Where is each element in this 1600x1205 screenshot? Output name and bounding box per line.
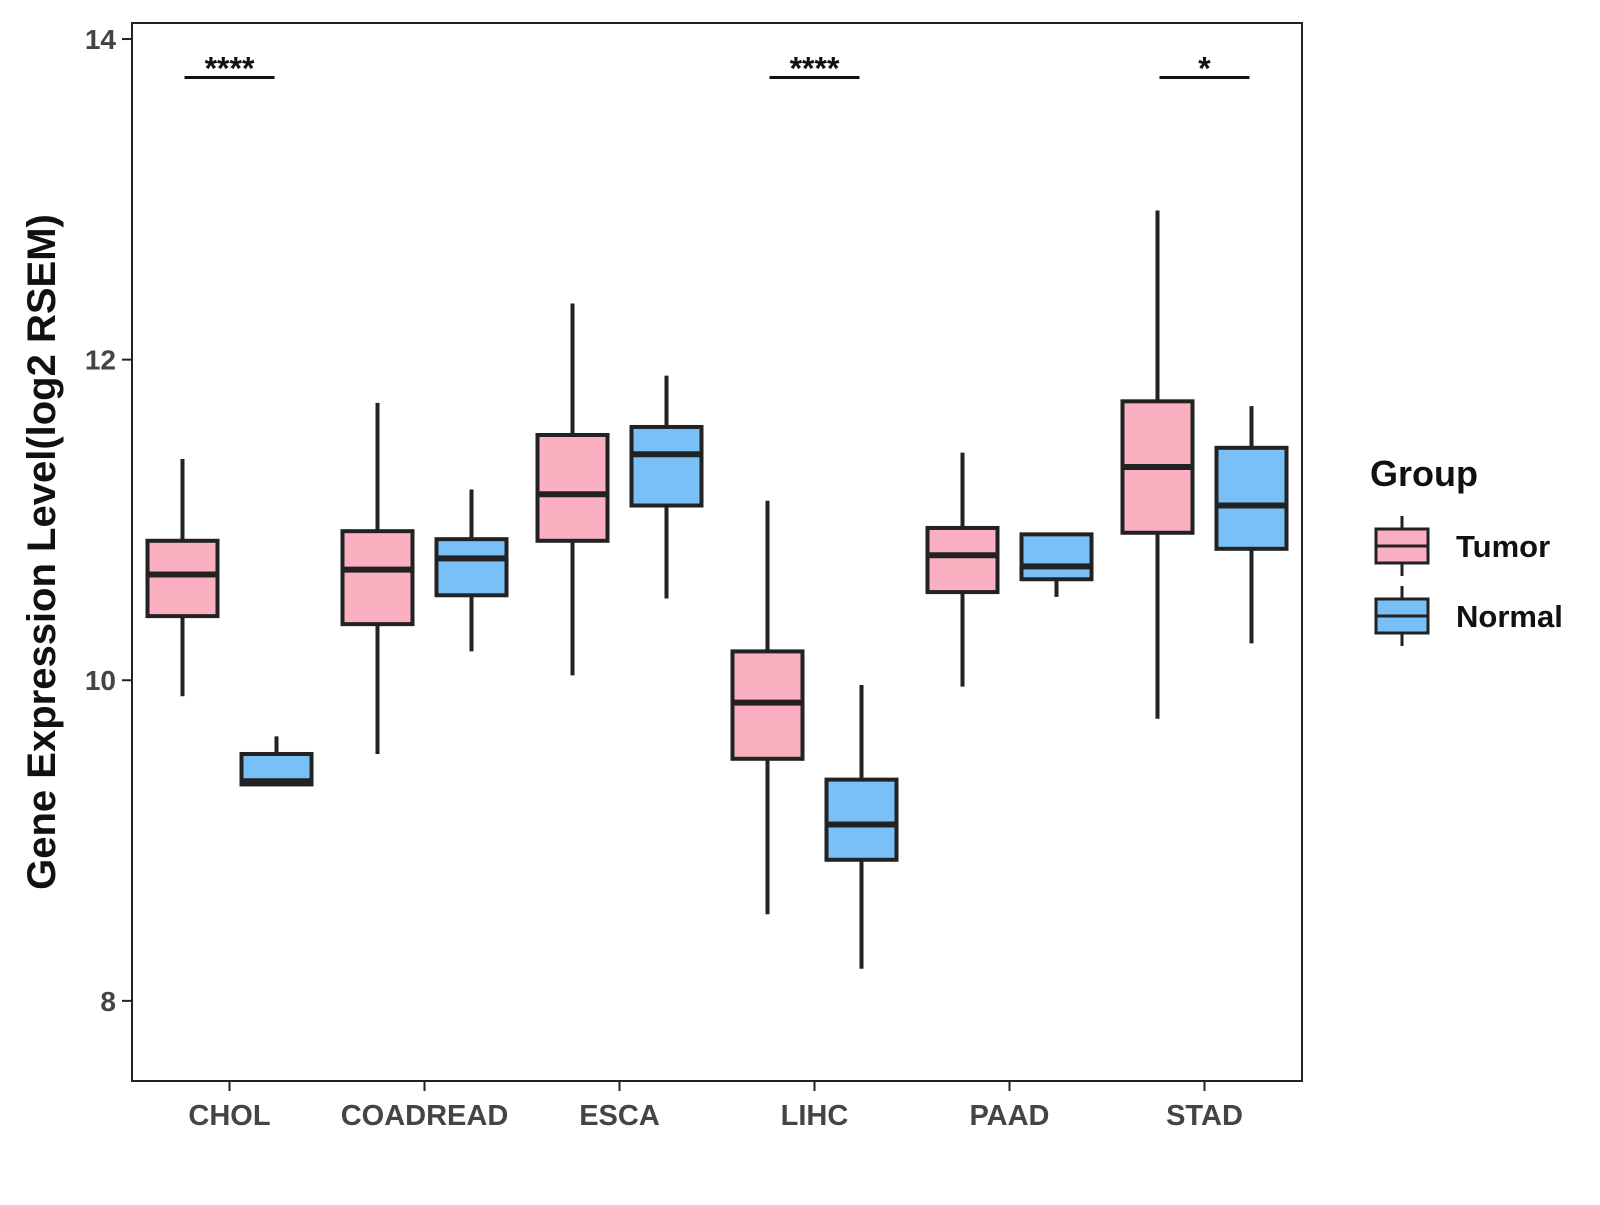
x-axis: CHOL COADREAD ESCA LIHC PAAD STAD (188, 1081, 1243, 1132)
box-series-group (145, 210, 1289, 969)
box-iqr (434, 537, 509, 598)
y-tick-label: 14 (85, 24, 117, 55)
y-tick-label: 8 (100, 986, 116, 1017)
box-iqr (535, 432, 610, 543)
box-normal-chol (239, 736, 314, 787)
legend-item-tumor: Tumor (1374, 516, 1550, 576)
significance-label: * (1198, 51, 1211, 87)
plot-panel (131, 22, 1303, 1082)
box-tumor-paad (925, 452, 1000, 687)
box-tumor-chol (145, 459, 220, 697)
x-tick-label: ESCA (579, 1100, 660, 1132)
x-tick-label: STAD (1166, 1100, 1243, 1132)
x-tick-label: CHOL (188, 1100, 270, 1132)
y-tick-label: 12 (85, 345, 116, 376)
box-iqr (925, 525, 1000, 595)
box-normal-stad (1214, 406, 1289, 644)
legend-items: Tumor Normal (1374, 516, 1563, 646)
box-tumor-coadread (340, 402, 415, 754)
box-iqr (145, 538, 220, 619)
significance-label: **** (205, 51, 255, 87)
box-normal-coadread (434, 489, 509, 652)
box-tumor-stad (1120, 210, 1195, 719)
x-tick-label: PAAD (969, 1100, 1049, 1132)
box-tumor-lihc (730, 500, 805, 915)
box-iqr (824, 777, 899, 862)
significance-label: **** (790, 51, 840, 87)
box-iqr (629, 424, 704, 508)
y-axis-title: Gene Expression Level(log2 RSEM) (20, 214, 64, 890)
legend-item-normal: Normal (1374, 586, 1563, 646)
box-normal-paad (1019, 532, 1094, 597)
legend-label: Normal (1456, 599, 1563, 634)
box-normal-lihc (824, 685, 899, 969)
box-normal-esca (629, 375, 704, 599)
box-iqr (1019, 532, 1094, 582)
x-tick-label: COADREAD (341, 1100, 509, 1132)
box-tumor-esca (535, 303, 610, 676)
y-axis: 8 10 12 14 (85, 24, 132, 1017)
box-iqr (1214, 445, 1289, 551)
box-iqr (340, 529, 415, 627)
significance-group: **** **** * (184, 51, 1250, 87)
legend: Group Tumor Normal (1370, 453, 1563, 646)
legend-title: Group (1370, 453, 1478, 494)
legend-label: Tumor (1456, 529, 1550, 564)
y-tick-label: 10 (85, 665, 116, 696)
x-tick-label: LIHC (781, 1100, 849, 1132)
